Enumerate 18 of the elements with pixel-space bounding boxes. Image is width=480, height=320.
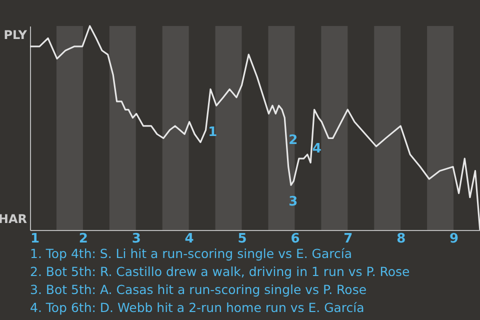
- annotation: 2: [288, 133, 298, 148]
- text: PLY: [4, 28, 28, 42]
- text: 2. Bot 5th: R. Castillo drew a walk, driving in 1 run vs P. Rose: [30, 263, 410, 281]
- annotation: 3: [288, 194, 298, 210]
- x-tick-label: 3: [132, 232, 141, 246]
- x-tick-label: 1: [30, 232, 40, 246]
- x-tick-label: 9: [450, 232, 459, 246]
- x-tick-label: 2: [78, 232, 88, 246]
- x-tick-label: 5: [238, 232, 247, 246]
- text: 4. Top 6th: D. Webb hit a 2-run home run vs E. García: [30, 299, 366, 317]
- annotation: 1: [208, 125, 218, 140]
- x-tick-label: 6: [290, 232, 300, 246]
- x-tick-label: 8: [396, 232, 406, 246]
- x-tick-label: 4: [184, 232, 194, 246]
- text: 3. Bot 5th: A. Casas hit a run-scoring single vs P. Rose: [30, 281, 368, 299]
- annotation: 4: [312, 141, 322, 156]
- x-tick-label: 7: [344, 232, 353, 246]
- text: 1. Top 4th: S. Li hit a run-scoring single vs E. García: [30, 245, 354, 263]
